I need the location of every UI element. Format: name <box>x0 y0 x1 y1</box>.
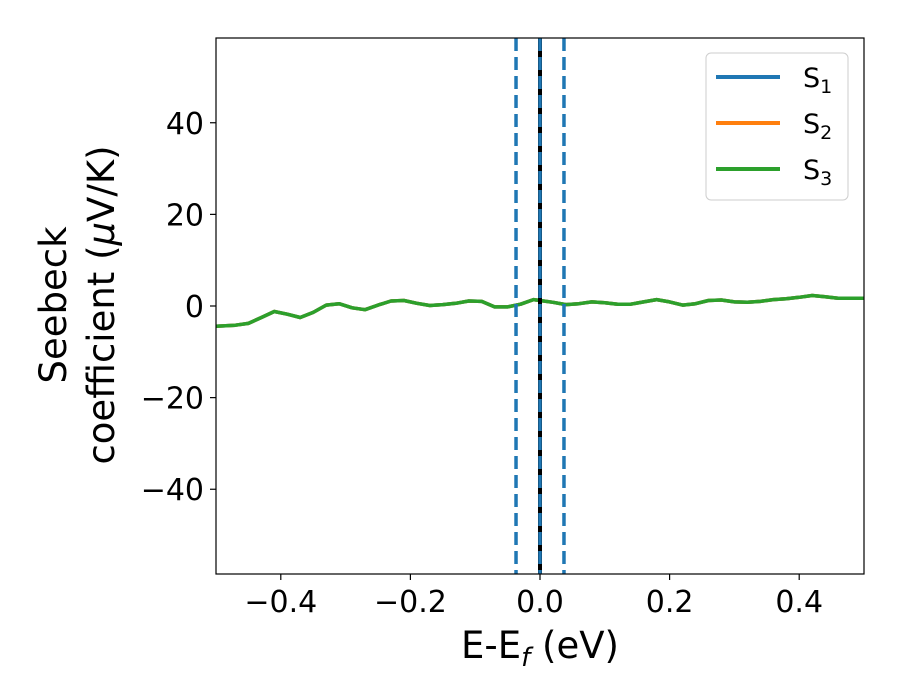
axis-ticks: −0.4 −0.2 0.0 0.2 0.4 −40 −20 0 20 40 <box>141 107 823 620</box>
legend: S1 S2 S3 <box>705 52 849 201</box>
legend-label-s2: S2 <box>803 109 832 144</box>
y-tick-label: −20 <box>141 382 204 417</box>
y-tick-label: 0 <box>185 290 204 325</box>
y-tick-label: 40 <box>166 107 204 142</box>
plot-area <box>216 38 864 574</box>
legend-label-s1: S1 <box>803 63 832 98</box>
x-tick-label: 0.2 <box>646 585 694 620</box>
x-tick-label: 0.0 <box>516 585 564 620</box>
x-axis-label: E-Ef (eV) <box>461 624 619 673</box>
y-axis-label: Seebeck coefficient (μV/K) <box>32 145 123 464</box>
x-tick-label: −0.4 <box>244 585 317 620</box>
y-tick-label: −40 <box>141 473 204 508</box>
legend-entries: S1 S2 S3 <box>716 63 832 190</box>
legend-box <box>705 52 849 201</box>
y-axis-label-line1: Seebeck <box>32 226 75 384</box>
x-tick-label: 0.4 <box>775 585 823 620</box>
y-axis-label-line2: coefficient (μV/K) <box>80 145 123 464</box>
x-tick-label: −0.2 <box>374 585 447 620</box>
y-tick-label: 20 <box>166 198 204 233</box>
legend-label-s3: S3 <box>803 155 832 190</box>
